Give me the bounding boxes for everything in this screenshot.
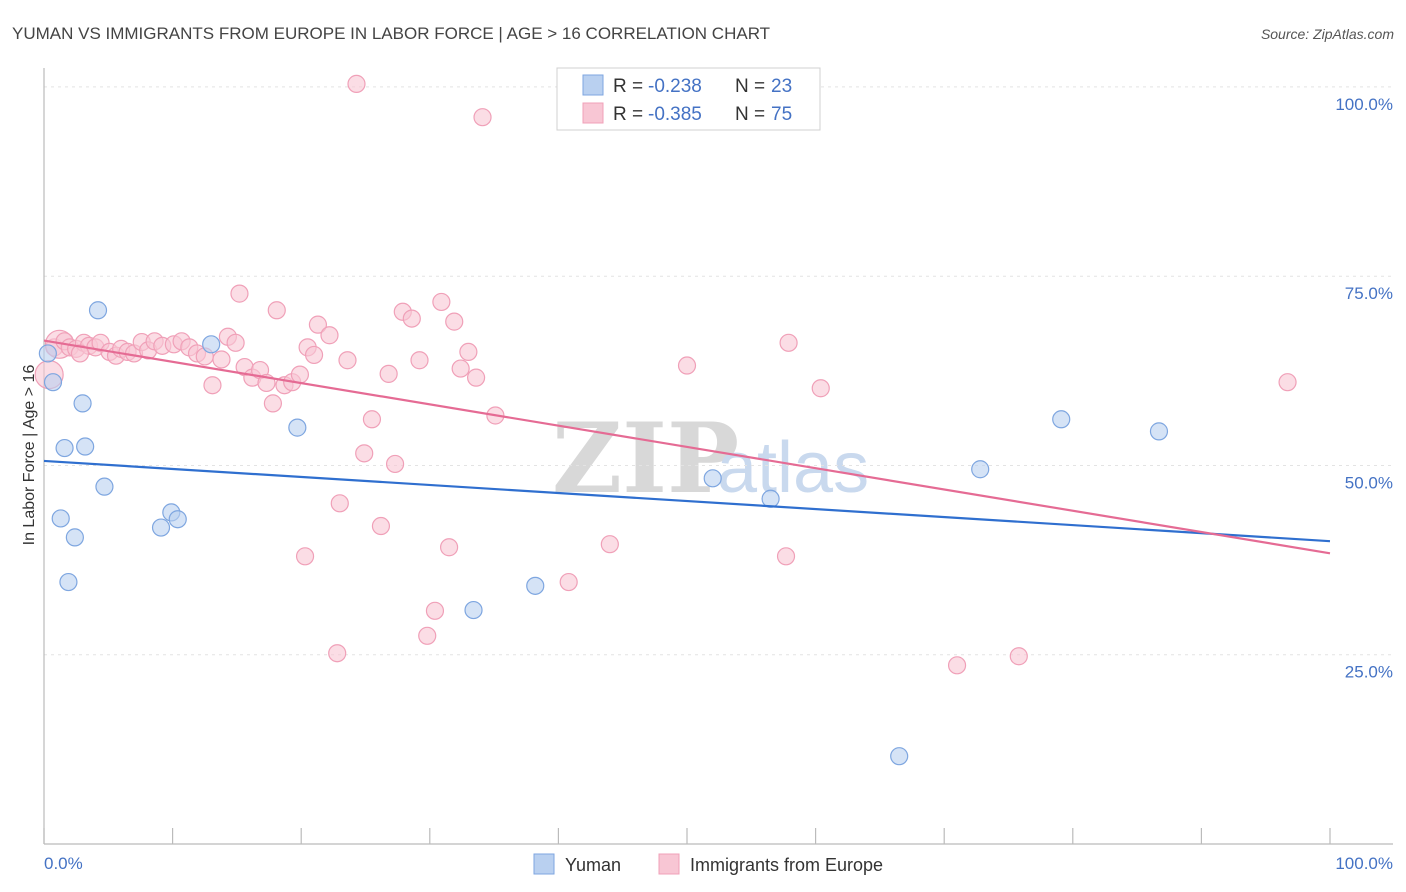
- legend-r-label-2: R =: [613, 104, 643, 125]
- point-immigrants-40: [308, 315, 328, 334]
- series-legend: Yuman Immigrants from Europe: [533, 853, 883, 875]
- series-legend-label-yuman: Yuman: [565, 855, 621, 875]
- point-yuman-2: [55, 438, 74, 458]
- point-immigrants-55: [425, 601, 445, 620]
- point-immigrants-67: [677, 356, 697, 375]
- point-yuman-5: [65, 528, 84, 547]
- point-yuman-4: [51, 509, 70, 528]
- point-yuman-8: [88, 301, 108, 320]
- point-immigrants-73: [1278, 373, 1297, 392]
- watermark: ZIP atlas: [552, 402, 869, 515]
- point-immigrants-46: [355, 444, 374, 463]
- point-immigrants-62: [473, 108, 492, 127]
- point-immigrants-57: [439, 538, 459, 557]
- point-immigrants-44: [338, 351, 357, 370]
- x-tick-marks: [43, 828, 1331, 844]
- point-immigrants-37: [290, 365, 310, 384]
- x-tick-label-min: 0.0%: [44, 854, 83, 873]
- point-yuman-17: [703, 469, 722, 488]
- series-legend-swatch-immigrants: [658, 853, 680, 875]
- point-yuman-18: [761, 489, 780, 508]
- point-immigrants-45: [347, 74, 366, 93]
- point-immigrants-50: [385, 454, 405, 474]
- y-tick-labels: 25.0% 50.0% 75.0% 100.0%: [1335, 95, 1393, 682]
- point-immigrants-60: [459, 342, 478, 362]
- point-yuman-10: [151, 518, 171, 537]
- point-yuman-1: [43, 373, 63, 392]
- point-immigrants-65: [559, 572, 578, 592]
- point-yuman-22: [890, 747, 909, 766]
- point-immigrants-42: [328, 644, 347, 663]
- point-immigrants-72: [1009, 647, 1028, 666]
- trend-line-yuman: [43, 459, 1331, 543]
- point-immigrants-48: [371, 516, 391, 536]
- series-legend-swatch-yuman: [533, 853, 555, 875]
- legend-r-value-2: -0.385: [648, 104, 702, 125]
- legend-n-label-2: N =: [735, 104, 765, 125]
- legend-r-label-1: R =: [613, 76, 643, 97]
- point-immigrants-47: [362, 410, 382, 429]
- chart-title: YUMAN VS IMMIGRANTS FROM EUROPE IN LABOR…: [12, 24, 770, 43]
- x-tick-label-max: 100.0%: [1335, 854, 1393, 873]
- point-immigrants-43: [330, 494, 349, 513]
- point-yuman-3: [59, 572, 78, 592]
- point-immigrants-33: [263, 394, 283, 413]
- watermark-atlas: atlas: [717, 428, 869, 508]
- axes: [43, 68, 1393, 845]
- point-immigrants-52: [402, 309, 421, 328]
- scatter-points: [34, 74, 1297, 766]
- point-immigrants-69: [779, 333, 798, 352]
- point-immigrants-61: [466, 368, 486, 387]
- point-yuman-21: [1149, 422, 1169, 441]
- point-immigrants-41: [320, 326, 339, 345]
- y-tick-label-75: 75.0%: [1345, 284, 1393, 303]
- point-immigrants-56: [432, 292, 451, 312]
- point-yuman-15: [464, 600, 483, 620]
- trend-line-immigrants: [43, 339, 1331, 555]
- stats-legend: R = -0.238 N = 23 R = -0.385 N = 75: [556, 67, 821, 131]
- y-tick-label-100: 100.0%: [1335, 95, 1393, 114]
- point-yuman-9: [95, 477, 114, 496]
- legend-swatch-yuman: [582, 74, 604, 96]
- point-immigrants-34: [267, 301, 286, 320]
- point-yuman-14: [288, 418, 307, 437]
- point-yuman-6: [73, 394, 92, 413]
- point-immigrants-58: [445, 312, 464, 331]
- point-immigrants-54: [418, 626, 437, 645]
- legend-n-value-1: 23: [771, 76, 792, 97]
- point-immigrants-27: [226, 333, 245, 352]
- point-yuman-20: [1052, 410, 1071, 429]
- point-immigrants-71: [947, 656, 967, 675]
- point-yuman-12: [168, 510, 187, 529]
- point-yuman-0: [38, 344, 57, 363]
- point-immigrants-68: [776, 547, 796, 566]
- legend-n-value-2: 75: [771, 104, 792, 125]
- chart-source: Source: ZipAtlas.com: [1261, 26, 1394, 42]
- point-immigrants-53: [410, 351, 429, 370]
- point-yuman-13: [202, 335, 221, 354]
- legend-r-value-1: -0.238: [648, 76, 702, 97]
- series-legend-label-immigrants: Immigrants from Europe: [690, 855, 883, 875]
- y-axis-label: In Labor Force | Age > 16: [21, 365, 38, 546]
- point-immigrants-66: [600, 535, 619, 554]
- point-immigrants-70: [811, 379, 830, 398]
- point-immigrants-74: [70, 344, 90, 363]
- y-tick-label-25: 25.0%: [1345, 663, 1393, 682]
- point-immigrants-24: [203, 376, 222, 395]
- point-immigrants-25: [212, 350, 231, 369]
- point-immigrants-28: [230, 284, 249, 303]
- point-immigrants-64: [295, 547, 315, 566]
- trend-lines: [43, 339, 1331, 555]
- legend-n-label-1: N =: [735, 76, 765, 97]
- point-yuman-19: [971, 460, 990, 479]
- point-yuman-16: [526, 576, 545, 595]
- point-yuman-7: [76, 437, 95, 456]
- point-immigrants-39: [304, 345, 324, 365]
- point-immigrants-49: [379, 364, 398, 383]
- y-tick-label-50: 50.0%: [1345, 473, 1393, 492]
- watermark-zip: ZIP: [552, 402, 739, 515]
- legend-swatch-immigrants: [582, 102, 604, 124]
- point-immigrants-59: [451, 359, 470, 378]
